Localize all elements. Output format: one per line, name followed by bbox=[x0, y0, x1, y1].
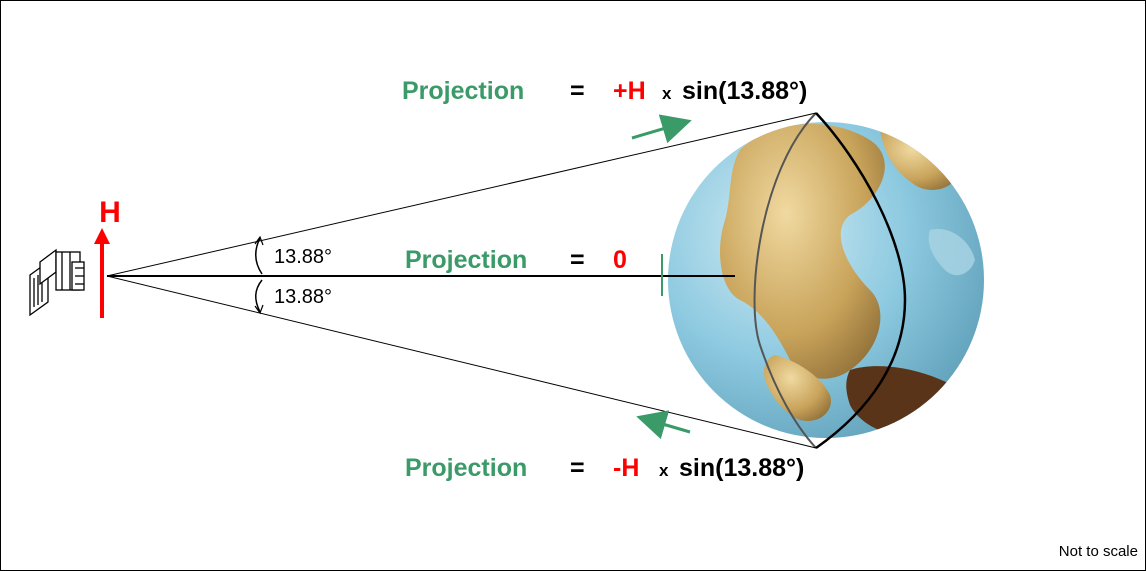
equation-top-times: x bbox=[662, 84, 672, 103]
upper-direction-arrow bbox=[631, 114, 692, 144]
equation-top-equals: = bbox=[570, 77, 585, 105]
angle-upper-label: 13.88° bbox=[274, 246, 332, 268]
equation-bottom: Projection = -H x sin(13.88°) bbox=[405, 454, 804, 482]
equation-middle-equals: = bbox=[570, 246, 585, 274]
equation-middle-word: Projection bbox=[405, 246, 527, 274]
angle-arcs bbox=[254, 235, 264, 315]
equation-bottom-sign: -H bbox=[613, 454, 639, 482]
h-vector-label: H bbox=[99, 196, 121, 229]
equation-middle-value: 0 bbox=[613, 246, 627, 274]
equation-bottom-times: x bbox=[659, 461, 669, 480]
equation-top: Projection = +H x sin(13.88°) bbox=[402, 77, 807, 105]
lower-ray bbox=[106, 275, 817, 449]
equation-bottom-word: Projection bbox=[405, 454, 527, 482]
h-vector-arrowhead bbox=[94, 228, 110, 244]
equation-middle: Projection = 0 bbox=[405, 246, 627, 274]
lower-direction-arrow bbox=[636, 410, 691, 440]
not-to-scale-note: Not to scale bbox=[1059, 543, 1138, 560]
equation-top-word: Projection bbox=[402, 77, 524, 105]
equation-top-sign: +H bbox=[613, 77, 646, 105]
upper-ray bbox=[106, 112, 817, 277]
equation-bottom-func: sin(13.88°) bbox=[679, 454, 804, 482]
angle-lower-label: 13.88° bbox=[274, 286, 332, 308]
equation-top-func: sin(13.88°) bbox=[682, 77, 807, 105]
satellite-icon bbox=[29, 248, 85, 317]
earth-globe bbox=[668, 112, 984, 450]
equation-bottom-equals: = bbox=[570, 454, 585, 482]
